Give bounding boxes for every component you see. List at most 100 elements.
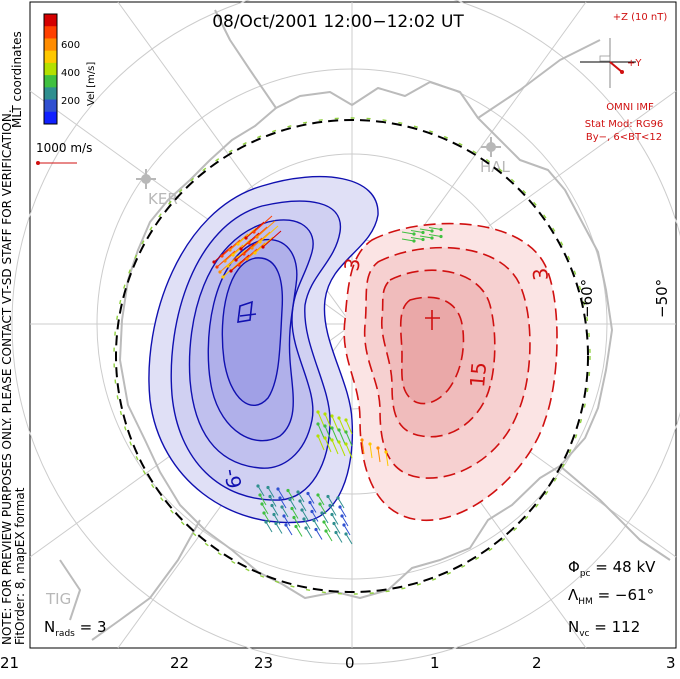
velocity-vector [331,439,339,455]
velocity-vector-origin [421,237,425,242]
velocity-vector-origin [320,511,324,515]
velocity-vector [317,423,325,439]
velocity-vector-origin [212,260,216,264]
nvc-readout: Nvc = 112 [568,618,640,639]
station-label-ker: KER [148,190,178,208]
velocity-vector-origin [278,496,282,500]
colorbar-swatch [44,26,57,39]
velocity-vector [307,493,315,504]
velocity-vector-origin [360,438,364,442]
velocity-vector [341,515,349,527]
velocity-vector [345,419,353,435]
velocity-vector-origin [318,502,322,506]
colorbar-swatch [44,75,57,88]
velocity-vector [259,225,279,243]
velocity-vector [345,533,353,545]
colorbar-swatch [44,50,57,64]
mlt-tick-23: 23 [254,654,273,672]
velocity-vector-origin [304,526,308,530]
velocity-vector-origin [288,497,292,502]
colorbar-swatch [44,111,57,125]
velocity-vector [221,239,241,257]
velocity-vector-origin [430,229,434,233]
velocity-vector [301,509,309,521]
velocity-vector [327,496,335,507]
velocity-vector-origin [326,494,330,499]
velocity-vector-origin [376,446,380,450]
velocity-vector-origin [284,523,288,527]
velocity-vector-origin [316,434,320,438]
velocity-vector [339,506,347,518]
velocity-vector [245,221,265,239]
velocity-vector-origin [237,263,241,267]
velocity-vector-origin [439,227,443,232]
velocity-vector [313,520,321,531]
velocity-vector-origin [412,232,416,236]
velocity-vector-origin [228,248,232,252]
velocity-vector-origin [223,259,227,263]
velocity-vector-origin [323,424,327,428]
lat-label-60: −60° [578,279,596,318]
velocity-vector-origin [330,512,334,517]
velocity-vector [237,227,257,245]
velocity-vector-origin [252,230,256,234]
velocity-vector [325,530,333,542]
velocity-vector [410,230,424,233]
imf-condition: By−, 6<BT<12 [586,132,662,143]
colorbar-tick-200: 200 [61,96,80,107]
phi-pc-readout: Φpc = 48 kV [568,558,656,579]
velocity-vector [419,228,433,232]
colorbar-swatch [44,14,57,27]
velocity-vector [333,523,341,534]
velocity-vector-origin [430,236,434,240]
velocity-vector [227,249,247,267]
velocity-vector-origin [336,496,340,500]
velocity-vector [271,505,279,516]
velocity-vector [297,491,305,503]
velocity-vector-origin [253,251,257,255]
velocity-vector-origin [221,275,225,279]
velocity-vector [319,503,327,515]
velocity-vector [275,523,283,534]
contour-label-pos-outer: 3 [528,267,553,282]
lat-label-50: −50° [653,279,671,318]
velocity-vector-origin [234,258,238,262]
velocity-vector-origin [260,502,264,506]
velocity-vector [299,500,307,512]
velocity-vector-origin [255,235,259,239]
mlt-tick-1: 1 [430,654,440,672]
velocity-vector [277,488,285,500]
imf-y-label: +Y [627,58,642,69]
velocity-vector [216,250,236,268]
velocity-vector-origin [247,241,251,245]
lambda-hm-readout: ΛHM = −61° [568,586,654,607]
vector-scale-label: 1000 m/s [36,141,92,155]
contour-label-pos-inner: 3 [339,256,365,273]
velocity-vector-origin [272,512,276,517]
velocity-vector [251,231,271,249]
contour-label-pos-max: 15 [465,361,491,388]
velocity-vector-origin [286,488,290,493]
mlt-tick-0: 0 [345,654,355,672]
colorbar-tick-400: 400 [61,68,80,79]
velocity-vector-origin [218,270,222,274]
velocity-vector-origin [310,509,314,514]
velocity-vector-origin [344,532,348,536]
velocity-vector-origin [262,511,266,515]
colorbar-outline [43,13,58,125]
velocity-vector-origin [274,521,278,526]
velocity-vector [311,511,319,522]
velocity-vector-origin [334,530,338,535]
colorbar-swatch [44,62,57,76]
mlt-tick-3: 3 [666,654,676,672]
velocity-vector-origin [368,442,372,446]
nrads-readout: Nrads = 3 [44,618,107,639]
negative-potential-cell [148,176,379,524]
velocity-vector-origin [312,518,316,523]
velocity-vector [253,215,273,233]
velocity-vector [279,497,287,509]
positive-potential-cell [343,222,558,521]
velocity-vector-origin [229,269,233,273]
velocity-vector-origin [231,253,235,257]
